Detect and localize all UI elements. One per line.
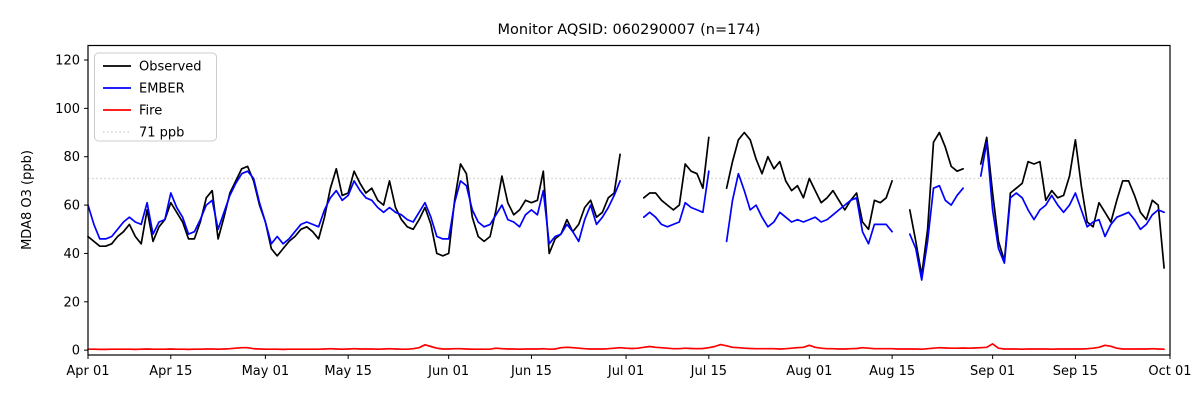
legend-label-fire: Fire — [139, 104, 162, 119]
legend-label-threshold: 71 ppb — [139, 126, 184, 141]
y-tick-label: 0 — [72, 344, 80, 359]
x-tick-label: Jul 01 — [607, 364, 644, 379]
x-tick-label: Sep 15 — [1053, 364, 1098, 379]
y-tick-label: 100 — [55, 102, 80, 117]
legend-item-fire: Fire — [103, 104, 162, 119]
legend-box — [94, 52, 217, 142]
x-tick-label: Jun 01 — [427, 364, 469, 379]
x-tick-label: Oct 01 — [1148, 364, 1191, 379]
x-tick-label: Apr 01 — [66, 364, 109, 379]
y-tick-label: 120 — [55, 54, 80, 69]
plot-border — [87, 44, 1171, 356]
x-tick-label: May 15 — [324, 364, 372, 379]
x-tick-label: May 01 — [242, 364, 290, 379]
x-tick-label: Sep 01 — [970, 364, 1015, 379]
chart-title: Monitor AQSID: 060290007 (n=174) — [498, 22, 761, 38]
legend: Observed EMBER Fire 71 ppb — [94, 52, 217, 142]
x-tick-label: Jul 15 — [690, 364, 727, 379]
x-tick-label: Aug 15 — [869, 364, 915, 379]
legend-label-observed: Observed — [139, 60, 202, 75]
y-tick-label: 80 — [63, 150, 80, 165]
x-tick-label: Apr 15 — [149, 364, 192, 379]
legend-item-observed: Observed — [103, 60, 202, 75]
observed-line — [87, 131, 1165, 277]
legend-item-ember: EMBER — [103, 82, 185, 97]
legend-label-ember: EMBER — [139, 82, 185, 97]
y-tick-label: 40 — [63, 247, 80, 262]
plot-area: Apr 01 Apr 15 May 01 May 15 Jun 01 Jun 15 Jul … — [55, 44, 1192, 379]
legend-item-threshold: 71 ppb — [103, 126, 184, 141]
ember-line — [87, 141, 1165, 281]
fire-line — [87, 343, 1165, 351]
y-tick-label: 20 — [63, 295, 80, 310]
x-tick-label: Jun 15 — [510, 364, 552, 379]
x-tick-label: Aug 01 — [786, 364, 832, 379]
y-axis-label: MDA8 O3 (ppb) — [20, 150, 35, 250]
y-tick-label: 60 — [63, 199, 80, 214]
